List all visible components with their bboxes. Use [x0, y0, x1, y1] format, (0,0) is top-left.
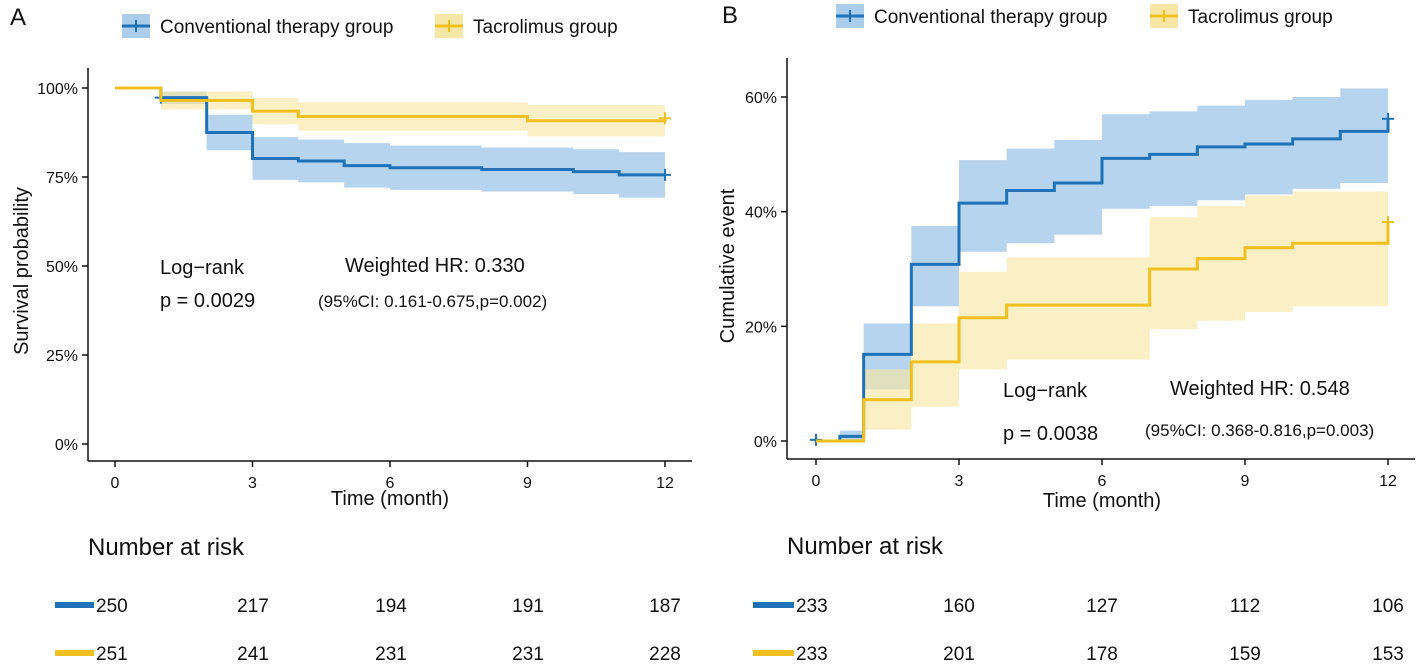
risk-count-conventional: 160: [943, 596, 975, 617]
risk-count-conventional: 250: [96, 596, 128, 617]
legend-item-tacrolimus: Tacrolimus group: [435, 14, 618, 38]
x-tick-label: 12: [1379, 473, 1397, 490]
risk-count-tacrolimus: 153: [1372, 644, 1404, 665]
risk-count-tacrolimus: 251: [96, 644, 128, 665]
hr-confidence-interval: (95%CI: 0.368-0.816,p=0.003): [1145, 421, 1374, 440]
ci-band-tacrolimus: [115, 88, 665, 137]
legend-label: Tacrolimus group: [1188, 7, 1333, 28]
legend-label: Conventional therapy group: [874, 7, 1107, 28]
risk-count-tacrolimus: 231: [512, 644, 544, 665]
censor-mark-conventional: [1382, 112, 1394, 125]
legend-item-tacrolimus: Tacrolimus group: [1150, 4, 1333, 28]
panel-a: A Conventional therapy group Tacrolimus gr…: [10, 4, 692, 665]
x-tick-label: 0: [812, 473, 821, 490]
logrank-pvalue: p = 0.0038: [1003, 423, 1098, 445]
y-tick-label: 0%: [754, 434, 777, 451]
censor-mark-tacrolimus: [1382, 215, 1394, 228]
risk-count-conventional: 233: [796, 596, 828, 617]
risk-count-tacrolimus: 233: [796, 644, 828, 665]
y-axis-label: Survival probability: [11, 187, 33, 355]
y-tick-label: 50%: [46, 259, 78, 276]
y-tick-label: 75%: [46, 170, 78, 187]
y-tick-label: 60%: [745, 90, 777, 107]
risk-count-conventional: 127: [1086, 596, 1118, 617]
x-tick-label: 12: [656, 475, 674, 492]
risk-count-conventional: 187: [649, 596, 681, 617]
censor-mark-tacrolimus: [659, 112, 671, 125]
series-line-tacrolimus: [115, 86, 667, 123]
x-tick-label: 9: [1241, 473, 1250, 490]
y-tick-label: 25%: [46, 348, 78, 365]
logrank-label: Log−rank: [1003, 380, 1088, 402]
legend-label: Conventional therapy group: [160, 17, 393, 38]
risk-count-tacrolimus: 178: [1086, 644, 1118, 665]
x-tick-label: 3: [248, 475, 257, 492]
weighted-hr: Weighted HR: 0.330: [345, 255, 525, 277]
hr-confidence-interval: (95%CI: 0.161-0.675,p=0.002): [318, 292, 547, 311]
panel-label: A: [10, 4, 26, 31]
risk-count-conventional: 194: [375, 596, 407, 617]
y-tick-label: 0%: [55, 437, 78, 454]
legend-item-conventional: Conventional therapy group: [836, 4, 1107, 28]
y-tick-label: 40%: [745, 205, 777, 222]
plot-area: [115, 86, 671, 198]
x-tick-label: 9: [523, 475, 532, 492]
x-axis-label: Time (month): [331, 488, 449, 510]
legend-item-conventional: Conventional therapy group: [122, 14, 393, 38]
weighted-hr: Weighted HR: 0.548: [1170, 378, 1350, 400]
panel-label: B: [722, 2, 738, 29]
series-line-conventional: [816, 118, 1390, 443]
y-axis-label: Cumulative event: [717, 188, 739, 343]
censor-mark-conventional: [659, 168, 671, 181]
x-axis-label: Time (month): [1043, 490, 1161, 512]
x-tick-label: 0: [111, 475, 120, 492]
risk-count-tacrolimus: 159: [1229, 644, 1261, 665]
risk-table-title: Number at risk: [88, 534, 245, 561]
legend-label: Tacrolimus group: [473, 17, 618, 38]
risk-count-conventional: 106: [1372, 596, 1404, 617]
x-tick-label: 6: [1098, 473, 1107, 490]
panel-b: B Conventional therapy group Tacrolimus gr…: [717, 2, 1415, 665]
logrank-label: Log−rank: [160, 257, 245, 279]
x-tick-label: 6: [386, 475, 395, 492]
risk-count-conventional: 191: [512, 596, 544, 617]
risk-count-tacrolimus: 228: [649, 644, 681, 665]
ci-band-conventional: [816, 88, 1388, 442]
plot-area: [810, 88, 1394, 446]
risk-count-tacrolimus: 201: [943, 644, 975, 665]
series-line-conventional: [115, 86, 665, 177]
risk-count-tacrolimus: 231: [375, 644, 407, 665]
risk-count-conventional: 112: [1230, 596, 1260, 617]
risk-count-conventional: 217: [237, 596, 269, 617]
series-line-tacrolimus: [816, 221, 1390, 443]
x-tick-label: 3: [955, 473, 964, 490]
risk-table: Number at risk 233 160 127 112 106 233 201 178 15…: [753, 533, 1404, 665]
risk-table-title: Number at risk: [787, 533, 944, 560]
y-tick-label: 20%: [745, 319, 777, 336]
risk-table: Number at risk 250 217 194 191 187 251 241 231 23…: [55, 534, 681, 665]
logrank-pvalue: p = 0.0029: [160, 290, 255, 312]
risk-count-tacrolimus: 241: [237, 644, 269, 665]
y-tick-label: 100%: [37, 81, 78, 98]
